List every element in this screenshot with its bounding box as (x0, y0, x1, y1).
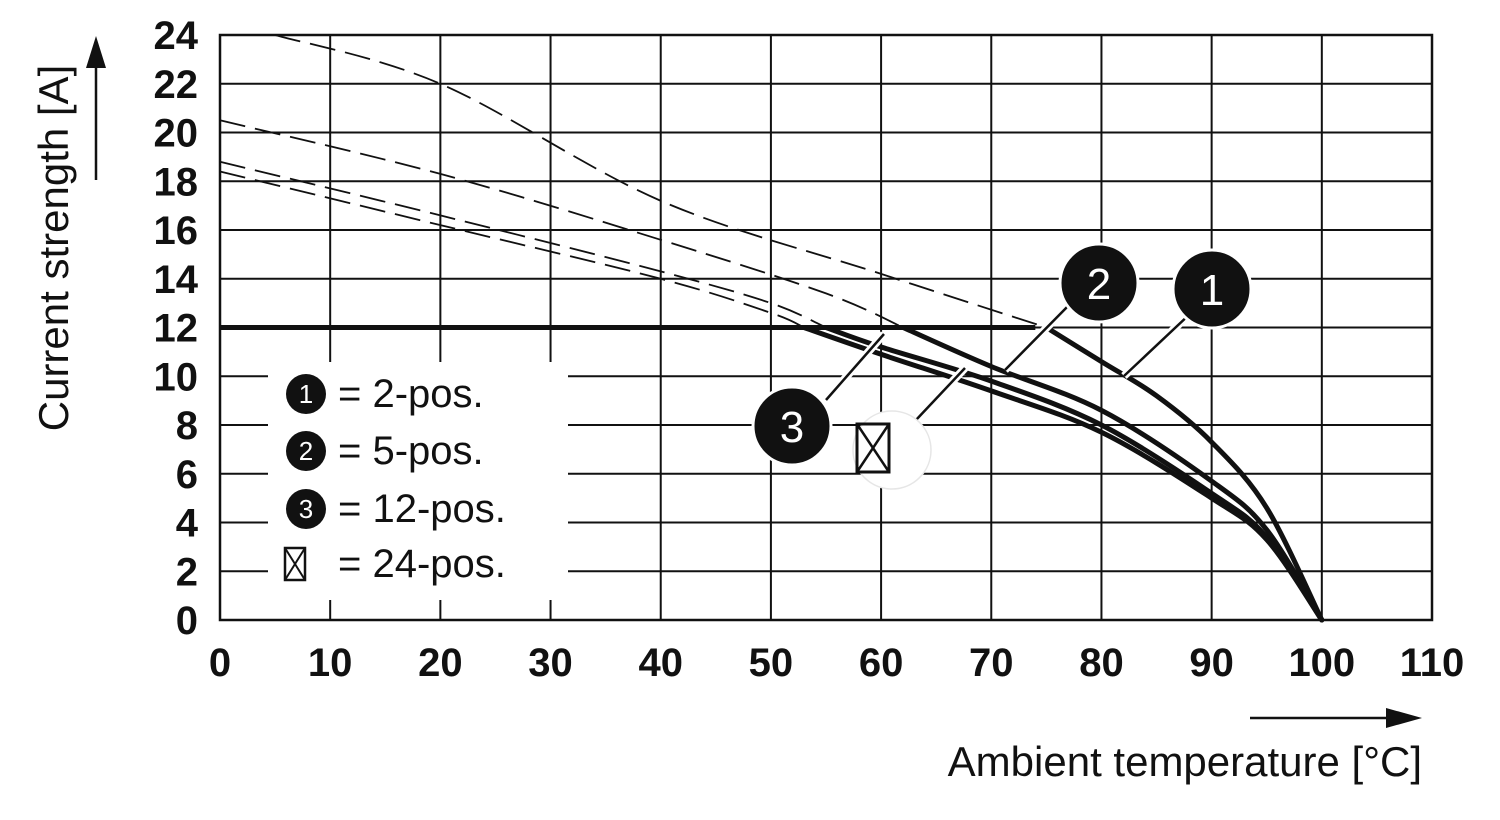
x-tick-70: 70 (969, 641, 1014, 685)
y-tick-14: 14 (154, 258, 199, 302)
legend-marker-3 (286, 489, 326, 529)
x-tick-80: 80 (1079, 641, 1124, 685)
legend-marker-2 (286, 431, 326, 471)
x-tick-10: 10 (308, 641, 353, 685)
x-tick-100: 100 (1288, 641, 1355, 685)
derating-curve-2 (900, 325, 1325, 623)
y-axis-arrow (86, 36, 106, 180)
leader-24-line (915, 367, 966, 421)
derating-curve-1 (1043, 325, 1325, 623)
legend-label-5-pos: = 5-pos. (338, 429, 484, 473)
x-tick-50: 50 (749, 641, 794, 685)
y-tick-20: 20 (154, 112, 199, 156)
legend-marker-1-label: 1 (299, 379, 313, 409)
y-tick-8: 8 (176, 404, 198, 448)
extrapolated-curve-3 (219, 160, 827, 329)
y-tick-10: 10 (154, 355, 199, 399)
x-tick-110: 110 (1400, 641, 1465, 685)
y-tick-12: 12 (154, 307, 199, 351)
x-axis-title: Ambient temperature [°C] (948, 738, 1422, 785)
x-tick-40: 40 (638, 641, 683, 685)
x-tick-90: 90 (1189, 641, 1234, 685)
y-tick-18: 18 (154, 160, 199, 204)
legend-label-24-pos: = 24-pos. (338, 542, 506, 586)
y-tick-24: 24 (154, 14, 199, 58)
grid (218, 33, 1434, 622)
callout-badge-2: 2 (1058, 242, 1140, 324)
leader-3-line (825, 333, 885, 401)
y-tick-6: 6 (176, 453, 198, 497)
extrapolated-curve-4 (219, 170, 805, 329)
extrapolated-curve-2 (219, 119, 904, 329)
derating-curve-4 (801, 325, 1325, 623)
y-tick-4: 4 (176, 502, 199, 546)
legend-label-2-pos: = 2-pos. (338, 372, 484, 416)
callout-badge-1: 1 (1171, 248, 1253, 330)
curves (219, 34, 1325, 623)
legend-entry-2-pos: 1 = 2-pos. (286, 372, 484, 416)
legend-marker-3-label: 3 (299, 494, 313, 524)
y-tick-16: 16 (154, 209, 199, 253)
x-tick-0: 0 (209, 641, 231, 685)
y-tick-22: 22 (154, 63, 199, 107)
y-axis-title: Current strength [A] (30, 65, 77, 432)
legend-marker-2-label: 2 (299, 436, 313, 466)
callout-badge-2-label: 2 (1087, 260, 1111, 309)
legend-marker-24-pos-icon (283, 546, 307, 582)
callout-badge-3: 3 (751, 385, 833, 467)
callout-leaders (822, 299, 1195, 423)
x-tick-20: 20 (418, 641, 463, 685)
leader-1-line (1123, 311, 1193, 377)
callout-badge-24-pos (852, 410, 932, 490)
x-tick-30: 30 (528, 641, 573, 685)
extrapolated-curve-1 (274, 34, 1047, 329)
legend-entry-24-pos: = 24-pos. (283, 542, 506, 586)
y-tick-2: 2 (176, 550, 198, 594)
x-tick-labels: 0 10 20 30 40 50 60 70 80 90 100 110 (209, 641, 1464, 685)
callout-badge-1-label: 1 (1200, 266, 1224, 315)
callout-badge-3-label: 3 (780, 403, 804, 452)
x-tick-60: 60 (859, 641, 904, 685)
legend-label-12-pos: = 12-pos. (338, 487, 506, 531)
callout-24-pos-icon (855, 422, 891, 474)
leader-2-line (1004, 301, 1073, 371)
legend-entry-12-pos: 3 = 12-pos. (286, 487, 506, 531)
legend-marker-1 (286, 374, 326, 414)
x-axis-arrow (1250, 708, 1422, 728)
legend: 1 = 2-pos. 2 = 5-pos. 3 = 12-pos. = 24-p… (268, 362, 568, 600)
legend-entry-5-pos: 2 = 5-pos. (286, 429, 484, 473)
y-tick-0: 0 (176, 599, 198, 643)
